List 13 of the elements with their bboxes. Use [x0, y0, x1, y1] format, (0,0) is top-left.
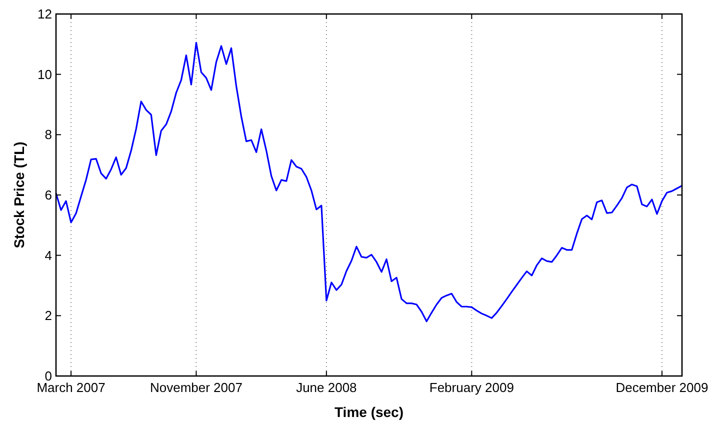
y-tick-label: 12 — [38, 6, 52, 22]
x-tick-label: June 2008 — [296, 380, 357, 395]
y-tick-label: 2 — [44, 308, 52, 324]
y-tick-label: 8 — [44, 127, 52, 142]
x-tick-label: December 2009 — [616, 380, 708, 395]
x-tick-label: November 2007 — [150, 380, 242, 395]
x-tick-label: February 2009 — [429, 380, 514, 395]
line-series — [55, 42, 683, 322]
y-axis-title: Stock Price (TL) — [11, 142, 27, 248]
x-axis-title: Time (sec) — [334, 404, 404, 420]
y-tick-label: 10 — [38, 66, 52, 82]
y-tick-label: 4 — [44, 248, 52, 263]
y-tick-label: 6 — [44, 188, 52, 203]
